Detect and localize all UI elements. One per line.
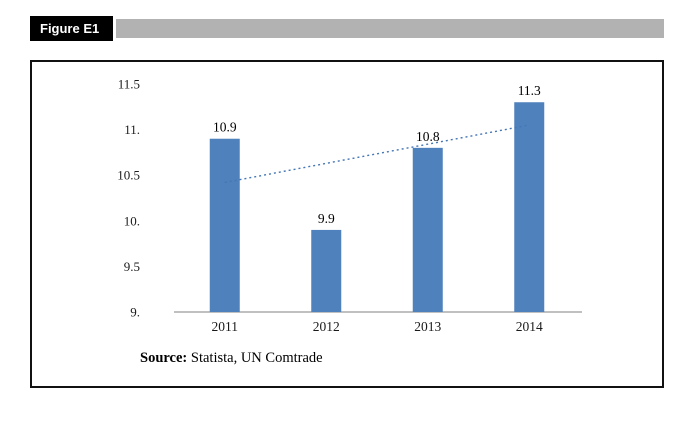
bar-value-label: 10.8 (416, 129, 440, 144)
trendline (224, 124, 530, 184)
source-text: Statista, UN Comtrade (187, 350, 323, 366)
x-tick-label: 2012 (313, 319, 340, 334)
bar-value-label: 10.9 (213, 120, 237, 135)
header-bar (116, 19, 664, 38)
bar-2013 (412, 147, 443, 312)
x-tick-label: 2014 (516, 319, 543, 334)
bar-2011 (209, 138, 240, 312)
figure-header: Figure E1 (30, 16, 664, 41)
source-prefix: Source: (140, 350, 188, 366)
chart-panel: 9. 9.5 10. 10.5 11. 11.5 10.9 2011 9.9 2012 10.8 20… (30, 60, 664, 388)
y-tick-label: 11.5 (118, 77, 140, 92)
y-tick-label: 9. (130, 305, 140, 320)
source-line: Source: Statista, UN Comtrade (140, 350, 323, 367)
y-tick-label: 10. (124, 213, 140, 228)
x-tick-label: 2011 (212, 319, 239, 334)
figure-label: Figure E1 (30, 16, 114, 41)
bar-value-label: 9.9 (318, 211, 335, 226)
y-tick-label: 9.5 (124, 259, 140, 274)
y-tick-label: 10.5 (117, 168, 140, 183)
bar-chart: 9. 9.5 10. 10.5 11. 11.5 10.9 2011 9.9 2012 10.8 20… (117, 77, 582, 334)
bar-2014 (514, 102, 545, 312)
bar-2012 (311, 229, 342, 312)
bar-value-label: 11.3 (518, 83, 541, 98)
y-tick-label: 11. (124, 122, 140, 137)
x-tick-label: 2013 (414, 319, 441, 334)
